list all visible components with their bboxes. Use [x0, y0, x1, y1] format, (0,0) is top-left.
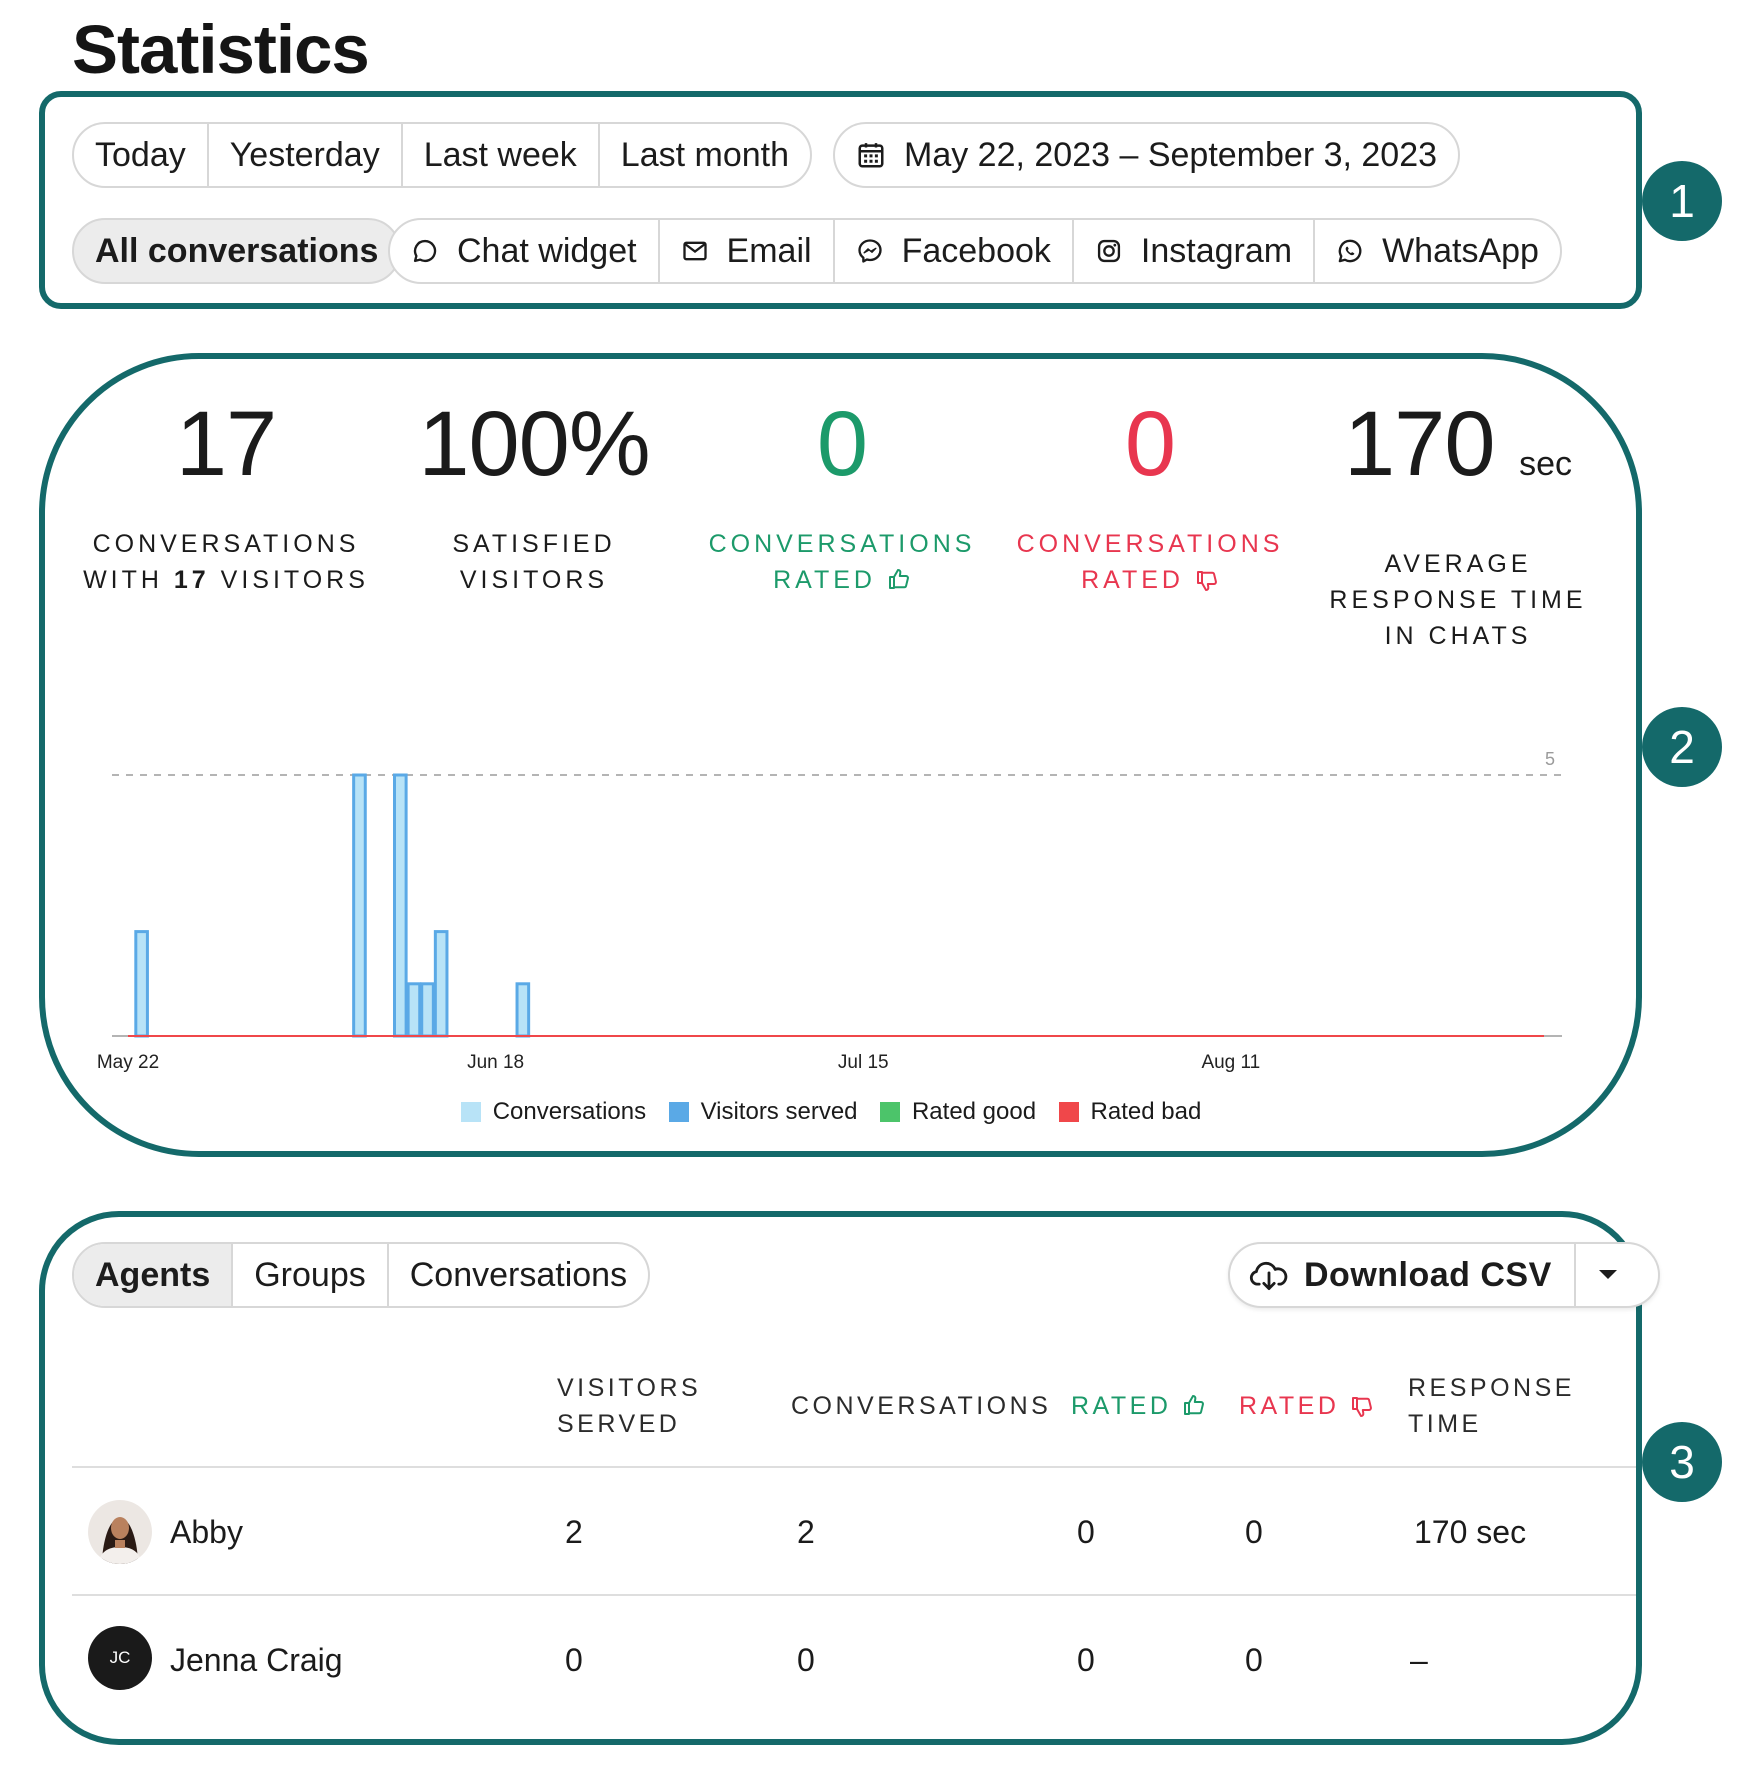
col-response-time: RESPONSE TIME	[1408, 1374, 1575, 1438]
channel-whatsapp-button[interactable]: WhatsApp	[1315, 220, 1560, 282]
col-conversations: CONVERSATIONS	[791, 1392, 1052, 1420]
calendar-icon	[858, 143, 884, 168]
kpi-satisfied-label: SATISFIED VISITORS	[452, 530, 616, 594]
col-rated-bad: RATED	[1239, 1388, 1374, 1424]
cloud-download-icon	[1249, 1261, 1288, 1290]
period-last-month-button[interactable]: Last month	[620, 135, 790, 174]
download-csv-label: Download CSV	[1304, 1255, 1552, 1294]
instagram-icon	[1097, 239, 1120, 263]
channel-email-button[interactable]: Email	[660, 220, 835, 282]
period-last-week-button[interactable]: Last week	[403, 124, 600, 186]
thumbs-down-icon	[1196, 571, 1217, 591]
legend-swatch	[460, 1102, 481, 1122]
kpi-conversations-label: CONVERSATIONS WITH 17 VISITORS	[83, 530, 369, 594]
page-title: Statistics	[72, 11, 370, 88]
legend-conversations: Conversations	[460, 1098, 646, 1126]
channel-label: All conversations	[95, 231, 379, 270]
messenger-icon	[857, 239, 882, 263]
kpi-unit: sec	[1519, 445, 1572, 483]
period-selector: Today Yesterday Last week Last month	[72, 122, 813, 188]
thumbs-up-icon	[1183, 1395, 1204, 1415]
channel-label: Chat widget	[457, 231, 637, 270]
avatar: JC	[88, 1626, 152, 1690]
agent-name: Abby	[170, 1514, 243, 1550]
table-divider	[72, 1466, 1636, 1468]
conversations-value: 2	[797, 1514, 815, 1550]
rated-bad-value: 0	[1245, 1514, 1263, 1550]
channel-instagram-button[interactable]: Instagram	[1074, 220, 1316, 282]
col-rated-good: RATED	[1071, 1388, 1206, 1424]
channel-all-conversations-button[interactable]: All conversations	[72, 218, 402, 284]
thumbs-down-icon	[1351, 1397, 1372, 1417]
breakdown-tabs: Agents Groups Conversations	[72, 1242, 651, 1308]
rated-good-value: 0	[1077, 1642, 1095, 1678]
kpi-response-time-value: 170 sec	[1344, 393, 1572, 495]
conversations-value: 0	[797, 1642, 815, 1678]
kpi-satisfied-value: 100%	[418, 393, 650, 495]
avatar	[88, 1500, 152, 1564]
kpi-rated-good: 0 CONVERSATIONS RATED	[682, 394, 1002, 598]
chart-legend: Conversations Visitors served Rated good…	[0, 1098, 1680, 1127]
tab-groups[interactable]: Groups	[233, 1244, 389, 1306]
kpi-response-time-label: AVERAGE RESPONSE TIME IN CHATS	[1329, 550, 1587, 650]
kpi-response-time: 170 sec AVERAGE RESPONSE TIME IN CHATS	[1298, 394, 1618, 654]
kpi-conversations: 17 CONVERSATIONS WITH 17 VISITORS	[66, 394, 386, 598]
channel-label: WhatsApp	[1382, 231, 1539, 270]
channel-label: Instagram	[1140, 231, 1293, 270]
tab-agents[interactable]: Agents	[74, 1244, 234, 1306]
legend-visitors-served: Visitors served	[668, 1098, 858, 1126]
kpi-rated-bad: 0 CONVERSATIONS RATED	[990, 394, 1310, 598]
channel-chat-widget-button[interactable]: Chat widget	[390, 220, 660, 282]
channel-selector: Chat widget Email Facebook Instagram Wha…	[388, 218, 1562, 284]
step-marker-3: 3	[1642, 1422, 1722, 1502]
legend-rated-bad: Rated bad	[1058, 1098, 1201, 1126]
legend-swatch	[879, 1102, 900, 1122]
thumbs-up-icon	[888, 569, 909, 589]
step-marker-1: 1	[1642, 161, 1722, 241]
col-visitors-served: VISITORS SERVED	[557, 1374, 702, 1438]
date-range-picker[interactable]: May 22, 2023 – September 3, 2023	[833, 122, 1461, 188]
date-range-label: May 22, 2023 – September 3, 2023	[904, 135, 1438, 174]
period-today-button[interactable]: Today	[74, 124, 209, 186]
kpi-rated-good-value: 0	[816, 393, 868, 495]
legend-swatch	[1058, 1102, 1079, 1122]
tab-conversations[interactable]: Conversations	[409, 1255, 628, 1294]
chat-bubble-icon	[413, 239, 437, 263]
kpi-rated-bad-value: 0	[1124, 393, 1176, 495]
table-divider	[72, 1594, 1636, 1596]
rated-bad-value: 0	[1245, 1642, 1263, 1678]
visitors-served-value: 0	[565, 1642, 583, 1678]
channel-label: Email	[726, 231, 812, 270]
whatsapp-icon	[1338, 239, 1362, 263]
response-time-value: 170 sec	[1414, 1514, 1527, 1550]
legend-rated-good: Rated good	[879, 1098, 1036, 1126]
download-csv-group: Download CSV	[1228, 1242, 1660, 1308]
envelope-icon	[682, 241, 707, 261]
kpi-conversations-value: 17	[175, 393, 277, 495]
kpi-rated-good-label: CONVERSATIONS RATED	[708, 530, 976, 594]
response-time-value: –	[1410, 1642, 1428, 1678]
visitors-served-value: 2	[565, 1514, 583, 1550]
step-marker-2: 2	[1642, 707, 1722, 787]
chevron-down-icon	[1598, 1270, 1617, 1279]
download-options-button[interactable]	[1576, 1244, 1658, 1306]
channel-facebook-button[interactable]: Facebook	[835, 220, 1074, 282]
kpi-satisfied: 100% SATISFIED VISITORS	[374, 394, 694, 598]
legend-swatch	[668, 1102, 689, 1122]
download-csv-button[interactable]: Download CSV	[1230, 1244, 1576, 1306]
agent-name: Jenna Craig	[170, 1642, 343, 1678]
period-yesterday-button[interactable]: Yesterday	[209, 124, 403, 186]
kpi-rated-bad-label: CONVERSATIONS RATED	[1016, 530, 1284, 594]
channel-label: Facebook	[901, 231, 1051, 270]
overview-panel	[39, 353, 1642, 1157]
rated-good-value: 0	[1077, 1514, 1095, 1550]
table-row[interactable]	[72, 1468, 1636, 1596]
